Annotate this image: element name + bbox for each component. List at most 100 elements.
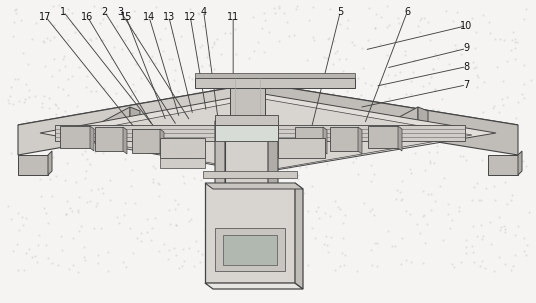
Point [507, 197, 516, 202]
Point [5, 94, 14, 99]
Point [133, 122, 142, 127]
Point [96, 225, 105, 230]
Point [217, 183, 225, 188]
Point [417, 16, 426, 21]
Point [271, 10, 280, 15]
Point [270, 6, 278, 11]
Text: 11: 11 [227, 12, 239, 22]
Point [333, 85, 341, 89]
Point [96, 6, 105, 11]
Point [183, 138, 191, 142]
Point [433, 149, 441, 154]
Point [247, 139, 256, 144]
Point [427, 191, 435, 196]
Point [58, 56, 67, 61]
Point [332, 105, 340, 110]
Point [217, 266, 226, 271]
Point [343, 88, 351, 93]
Point [59, 87, 68, 92]
Point [207, 44, 216, 49]
Point [272, 165, 281, 169]
Point [52, 173, 61, 178]
Point [426, 38, 434, 43]
Point [512, 40, 521, 45]
Point [526, 78, 535, 83]
Point [236, 262, 244, 267]
Point [184, 207, 192, 212]
Point [507, 268, 516, 272]
Point [420, 212, 429, 217]
Point [210, 66, 219, 71]
Point [367, 82, 375, 87]
Point [351, 79, 359, 84]
Point [438, 237, 447, 242]
Point [232, 52, 240, 57]
Point [311, 208, 320, 213]
Point [416, 230, 425, 235]
Point [471, 45, 480, 50]
Point [311, 143, 320, 148]
Point [430, 88, 439, 93]
Point [104, 144, 113, 149]
Point [292, 6, 301, 11]
Point [467, 16, 476, 21]
Point [64, 7, 72, 12]
Point [129, 144, 138, 148]
Point [470, 185, 479, 190]
Point [231, 27, 240, 32]
Point [19, 223, 27, 228]
Point [14, 267, 23, 272]
Point [445, 62, 453, 66]
Point [100, 86, 108, 91]
Point [59, 54, 68, 59]
Point [336, 207, 345, 211]
Point [92, 200, 101, 205]
Point [204, 257, 213, 262]
Point [31, 253, 39, 258]
Point [205, 63, 214, 68]
Point [189, 157, 198, 161]
Polygon shape [205, 183, 295, 283]
Point [335, 57, 344, 62]
Point [249, 205, 258, 210]
Point [65, 267, 73, 272]
Point [102, 105, 110, 110]
Point [444, 212, 452, 217]
Point [520, 62, 528, 67]
Point [430, 86, 439, 91]
Point [305, 17, 314, 22]
Point [282, 20, 291, 25]
Point [286, 166, 295, 171]
Point [62, 211, 70, 216]
Point [479, 13, 488, 18]
Text: 6: 6 [404, 6, 411, 17]
Point [44, 105, 53, 110]
Text: 14: 14 [143, 12, 155, 22]
Point [364, 6, 373, 11]
Point [46, 177, 54, 181]
Point [367, 248, 376, 252]
Point [393, 187, 401, 192]
Point [97, 132, 106, 136]
Point [491, 197, 500, 202]
Point [260, 216, 269, 221]
Point [34, 243, 43, 248]
Polygon shape [215, 228, 285, 271]
Point [69, 262, 77, 267]
Point [118, 110, 127, 115]
Polygon shape [268, 121, 278, 251]
Point [278, 142, 287, 147]
Point [42, 243, 50, 248]
Point [125, 23, 134, 28]
Point [192, 239, 200, 244]
Point [46, 38, 54, 43]
Point [391, 243, 399, 248]
Point [130, 9, 139, 14]
Point [49, 155, 57, 160]
Point [520, 249, 528, 254]
Point [83, 73, 91, 78]
Point [501, 150, 509, 155]
Point [511, 46, 519, 51]
Point [327, 107, 336, 112]
Polygon shape [323, 127, 327, 154]
